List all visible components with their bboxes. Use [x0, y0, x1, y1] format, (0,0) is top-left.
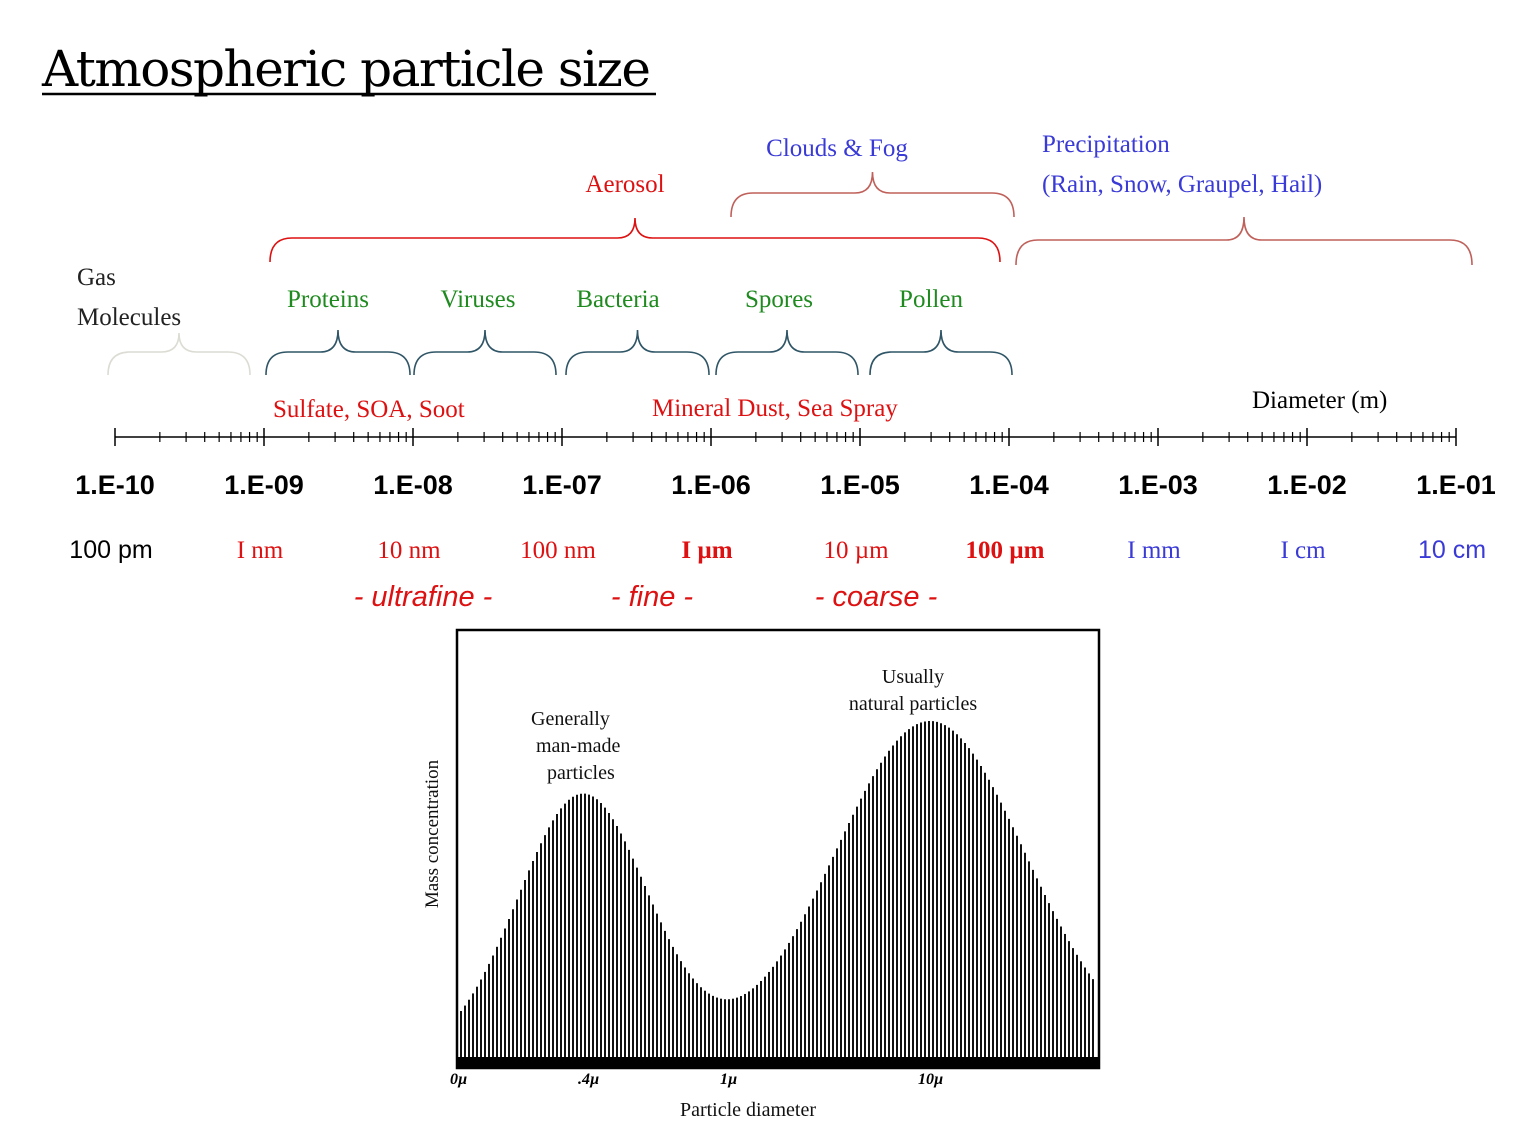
bio-label-bacteria: Bacteria	[576, 286, 659, 313]
clouds-fog-bracket	[730, 171, 1015, 218]
proteins-bracket	[265, 329, 411, 376]
chart-xlabel: Particle diameter	[680, 1099, 816, 1121]
spores-bracket	[715, 329, 859, 376]
mass-distribution-chart: Generally man-made particles Usually nat…	[422, 628, 1101, 1121]
annotation-manmade-1: Generally	[531, 708, 610, 730]
tick-label: 1.E-06	[671, 470, 751, 500]
unit-label: I cm	[1280, 537, 1326, 564]
chart-xtick-10: 10µ	[918, 1071, 943, 1088]
bacteria-bracket	[565, 329, 710, 376]
gas-bracket	[107, 332, 251, 376]
tick-label: 1.E-07	[522, 470, 602, 500]
unit-label: 100 pm	[69, 536, 152, 564]
unit-label: 10 cm	[1418, 536, 1486, 564]
chart-xtick-1: 1µ	[720, 1071, 737, 1088]
tick-label: 1.E-01	[1416, 470, 1496, 500]
precipitation-label: Precipitation	[1042, 131, 1170, 158]
coarse-chemistry-label: Mineral Dust, Sea Spray	[652, 395, 898, 422]
bio-label-pollen: Pollen	[899, 286, 963, 313]
fine-chemistry-label: Sulfate, SOA, Soot	[273, 396, 465, 423]
annotation-manmade-3: particles	[547, 762, 615, 784]
chart-ylabel: Mass concentration	[422, 759, 443, 908]
log-diameter-axis	[114, 428, 1457, 446]
annotation-natural-2: natural particles	[849, 693, 977, 715]
unit-label: 100 µm	[966, 537, 1045, 564]
pollen-bracket	[869, 329, 1013, 376]
unit-label: 100 nm	[520, 537, 596, 564]
gas-label-line1: Gas	[77, 264, 116, 291]
clouds-fog-label: Clouds & Fog	[766, 135, 908, 162]
tick-label: 1.E-08	[373, 470, 453, 500]
class-coarse: - coarse -	[815, 581, 937, 613]
aerosol-label: Aerosol	[585, 171, 664, 198]
tick-label: 1.E-02	[1267, 470, 1347, 500]
gas-label-line2: Molecules	[77, 304, 181, 331]
slide-title: Atmospheric particle size	[41, 40, 649, 98]
unit-label: I nm	[237, 537, 284, 564]
aerosol-bracket	[269, 217, 1001, 263]
unit-label: I mm	[1127, 537, 1181, 564]
chart-xtick-0: 0µ	[450, 1071, 467, 1088]
tick-label: 1.E-09	[224, 470, 304, 500]
annotation-natural-1: Usually	[882, 666, 944, 688]
unit-label: 10 nm	[377, 537, 441, 564]
tick-labels: 1.E-10 1.E-09 1.E-08 1.E-07 1.E-06 1.E-05 1.E-…	[75, 470, 1496, 500]
tick-label: 1.E-03	[1118, 470, 1198, 500]
tick-label: 1.E-10	[75, 470, 155, 500]
bio-label-spores: Spores	[745, 286, 813, 313]
bio-label-proteins: Proteins	[287, 286, 369, 313]
unit-label: I µm	[681, 537, 732, 564]
chart-xtick-0-4: .4µ	[578, 1071, 599, 1088]
class-fine: - fine -	[611, 581, 693, 613]
axis-title: Diameter (m)	[1252, 387, 1387, 414]
chart-hatching	[460, 721, 1094, 1060]
unit-label: 10 µm	[823, 537, 889, 564]
viruses-bracket	[413, 329, 557, 376]
tick-label: 1.E-04	[969, 470, 1049, 500]
precipitation-detail-label: (Rain, Snow, Graupel, Hail)	[1042, 171, 1322, 198]
precipitation-bracket	[1015, 216, 1473, 266]
annotation-manmade-2: man-made	[536, 735, 621, 757]
class-ultrafine: - ultrafine -	[354, 581, 493, 613]
unit-labels: 100 pm I nm 10 nm 100 nm I µm 10 µm 100 µm I mm…	[69, 536, 1486, 564]
tick-label: 1.E-05	[820, 470, 900, 500]
bio-label-viruses: Viruses	[441, 286, 516, 313]
brackets	[107, 171, 1473, 376]
